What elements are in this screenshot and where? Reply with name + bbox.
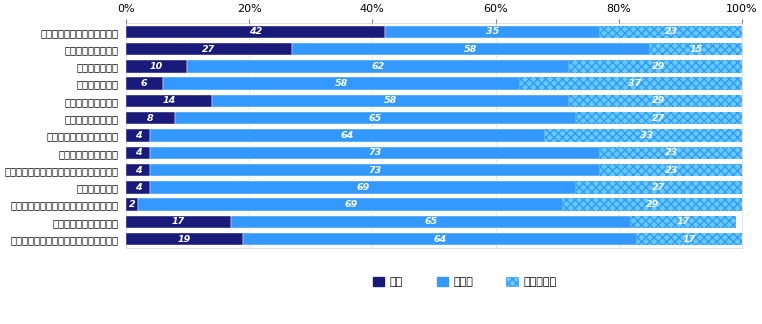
Text: 4: 4 xyxy=(135,166,142,175)
Bar xyxy=(575,112,742,124)
Text: 2: 2 xyxy=(129,200,136,209)
Bar xyxy=(569,95,748,107)
Bar xyxy=(150,164,600,176)
Text: 29: 29 xyxy=(652,62,665,71)
Bar xyxy=(600,26,742,38)
Text: 27: 27 xyxy=(652,114,665,123)
Text: 69: 69 xyxy=(357,183,370,192)
Bar xyxy=(385,26,600,38)
Text: 10: 10 xyxy=(150,62,163,71)
Text: 69: 69 xyxy=(344,200,357,209)
Text: 15: 15 xyxy=(689,45,703,53)
Text: 23: 23 xyxy=(664,148,677,157)
Text: 27: 27 xyxy=(203,45,216,53)
Bar xyxy=(126,233,243,245)
Legend: はい, いいえ, わからない: はい, いいえ, わからない xyxy=(369,272,561,292)
Bar xyxy=(126,181,150,193)
Bar xyxy=(637,233,742,245)
Bar xyxy=(520,77,748,90)
Text: 65: 65 xyxy=(369,114,382,123)
Bar xyxy=(126,60,187,73)
Bar xyxy=(126,77,163,90)
Bar xyxy=(126,95,212,107)
Bar xyxy=(163,77,520,90)
Text: 33: 33 xyxy=(640,131,653,140)
Text: 19: 19 xyxy=(178,235,191,244)
Bar xyxy=(126,26,385,38)
Bar xyxy=(243,233,637,245)
Text: 23: 23 xyxy=(664,166,677,175)
Bar xyxy=(212,95,569,107)
Bar xyxy=(600,146,742,159)
Bar xyxy=(545,129,748,142)
Bar xyxy=(231,216,631,228)
Text: 58: 58 xyxy=(464,45,478,53)
Bar xyxy=(126,43,292,55)
Text: 27: 27 xyxy=(652,183,665,192)
Text: 29: 29 xyxy=(646,200,659,209)
Text: 17: 17 xyxy=(171,217,185,226)
Bar xyxy=(150,129,545,142)
Text: 29: 29 xyxy=(652,97,665,105)
Bar xyxy=(575,181,742,193)
Bar xyxy=(569,60,748,73)
Text: 23: 23 xyxy=(664,27,677,36)
Text: 4: 4 xyxy=(135,183,142,192)
Bar xyxy=(187,60,569,73)
Text: 58: 58 xyxy=(335,79,348,88)
Bar xyxy=(126,164,150,176)
Bar xyxy=(126,216,231,228)
Text: 17: 17 xyxy=(683,235,696,244)
Bar xyxy=(126,112,175,124)
Bar xyxy=(150,181,575,193)
Bar xyxy=(631,216,736,228)
Text: 62: 62 xyxy=(372,62,385,71)
Text: 64: 64 xyxy=(341,131,354,140)
Text: 35: 35 xyxy=(486,27,499,36)
Text: 14: 14 xyxy=(162,97,175,105)
Bar xyxy=(138,198,563,211)
Text: 37: 37 xyxy=(628,79,641,88)
Text: 58: 58 xyxy=(384,97,398,105)
Text: 73: 73 xyxy=(369,166,382,175)
Text: 4: 4 xyxy=(135,148,142,157)
Bar xyxy=(126,129,150,142)
Text: 8: 8 xyxy=(147,114,154,123)
Bar xyxy=(126,146,150,159)
Bar xyxy=(175,112,575,124)
Text: 6: 6 xyxy=(141,79,148,88)
Text: 4: 4 xyxy=(135,131,142,140)
Text: 73: 73 xyxy=(369,148,382,157)
Bar xyxy=(126,198,138,211)
Text: 65: 65 xyxy=(424,217,437,226)
Bar xyxy=(649,43,742,55)
Bar xyxy=(600,164,742,176)
Bar xyxy=(563,198,742,211)
Text: 17: 17 xyxy=(677,217,690,226)
Text: 64: 64 xyxy=(434,235,447,244)
Bar xyxy=(292,43,649,55)
Text: 42: 42 xyxy=(248,27,262,36)
Bar xyxy=(150,146,600,159)
